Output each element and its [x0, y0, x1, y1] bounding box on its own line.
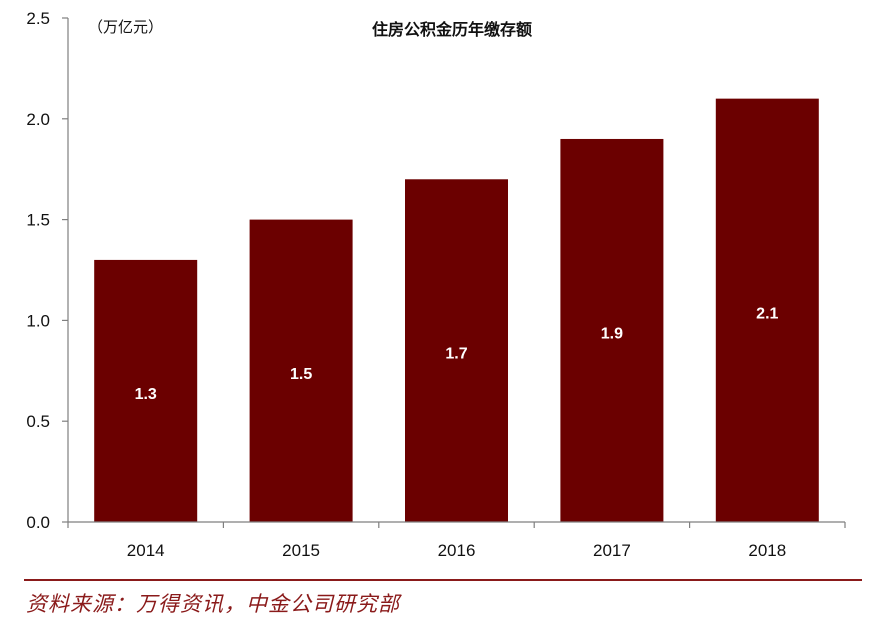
bar-2014 — [94, 259, 198, 522]
source-note: 资料来源：万得资讯，中金公司研究部 — [26, 592, 400, 616]
x-axis-ticks: 2014 2015 2016 2017 2018 — [67, 522, 846, 560]
bar-chart: 0.00.51.01.52.02.5 1.31.51.71.92.1 2014 2… — [26, 9, 846, 560]
y-tick-label: 2.0 — [26, 110, 50, 129]
y-tick-label: 0.0 — [26, 513, 50, 532]
x-tick-label: 2015 — [282, 541, 320, 560]
bar-2018 — [715, 98, 819, 522]
x-tick-label: 2017 — [593, 541, 631, 560]
bar-2017 — [560, 138, 664, 522]
chart-title: 住房公积金历年缴存额 — [372, 20, 532, 39]
x-tick-label: 2018 — [748, 541, 786, 560]
x-tick-label: 2016 — [438, 541, 476, 560]
x-tick-label: 2014 — [127, 541, 165, 560]
unit-label: （万亿元） — [88, 18, 163, 36]
y-tick-label: 0.5 — [26, 412, 50, 431]
bar-value-label: 1.7 — [445, 346, 467, 363]
bar-2016 — [405, 179, 508, 522]
bar-value-label: 1.3 — [135, 386, 157, 403]
y-tick-label: 1.5 — [26, 211, 50, 230]
bar-2015 — [249, 219, 353, 522]
y-tick-label: 1.0 — [26, 311, 50, 330]
y-axis-ticks: 0.0 0.5 1.0 1.5 2.0 2.5 — [26, 9, 68, 532]
bar-value-label: 1.9 — [601, 325, 623, 342]
bars: 1.3 1.5 1.7 1.9 2.1 — [94, 98, 819, 522]
bar-value-label: 1.5 — [290, 366, 312, 383]
bar-value-label: 2.1 — [756, 305, 778, 322]
source-divider — [24, 579, 862, 581]
y-tick-label: 2.5 — [26, 9, 50, 28]
